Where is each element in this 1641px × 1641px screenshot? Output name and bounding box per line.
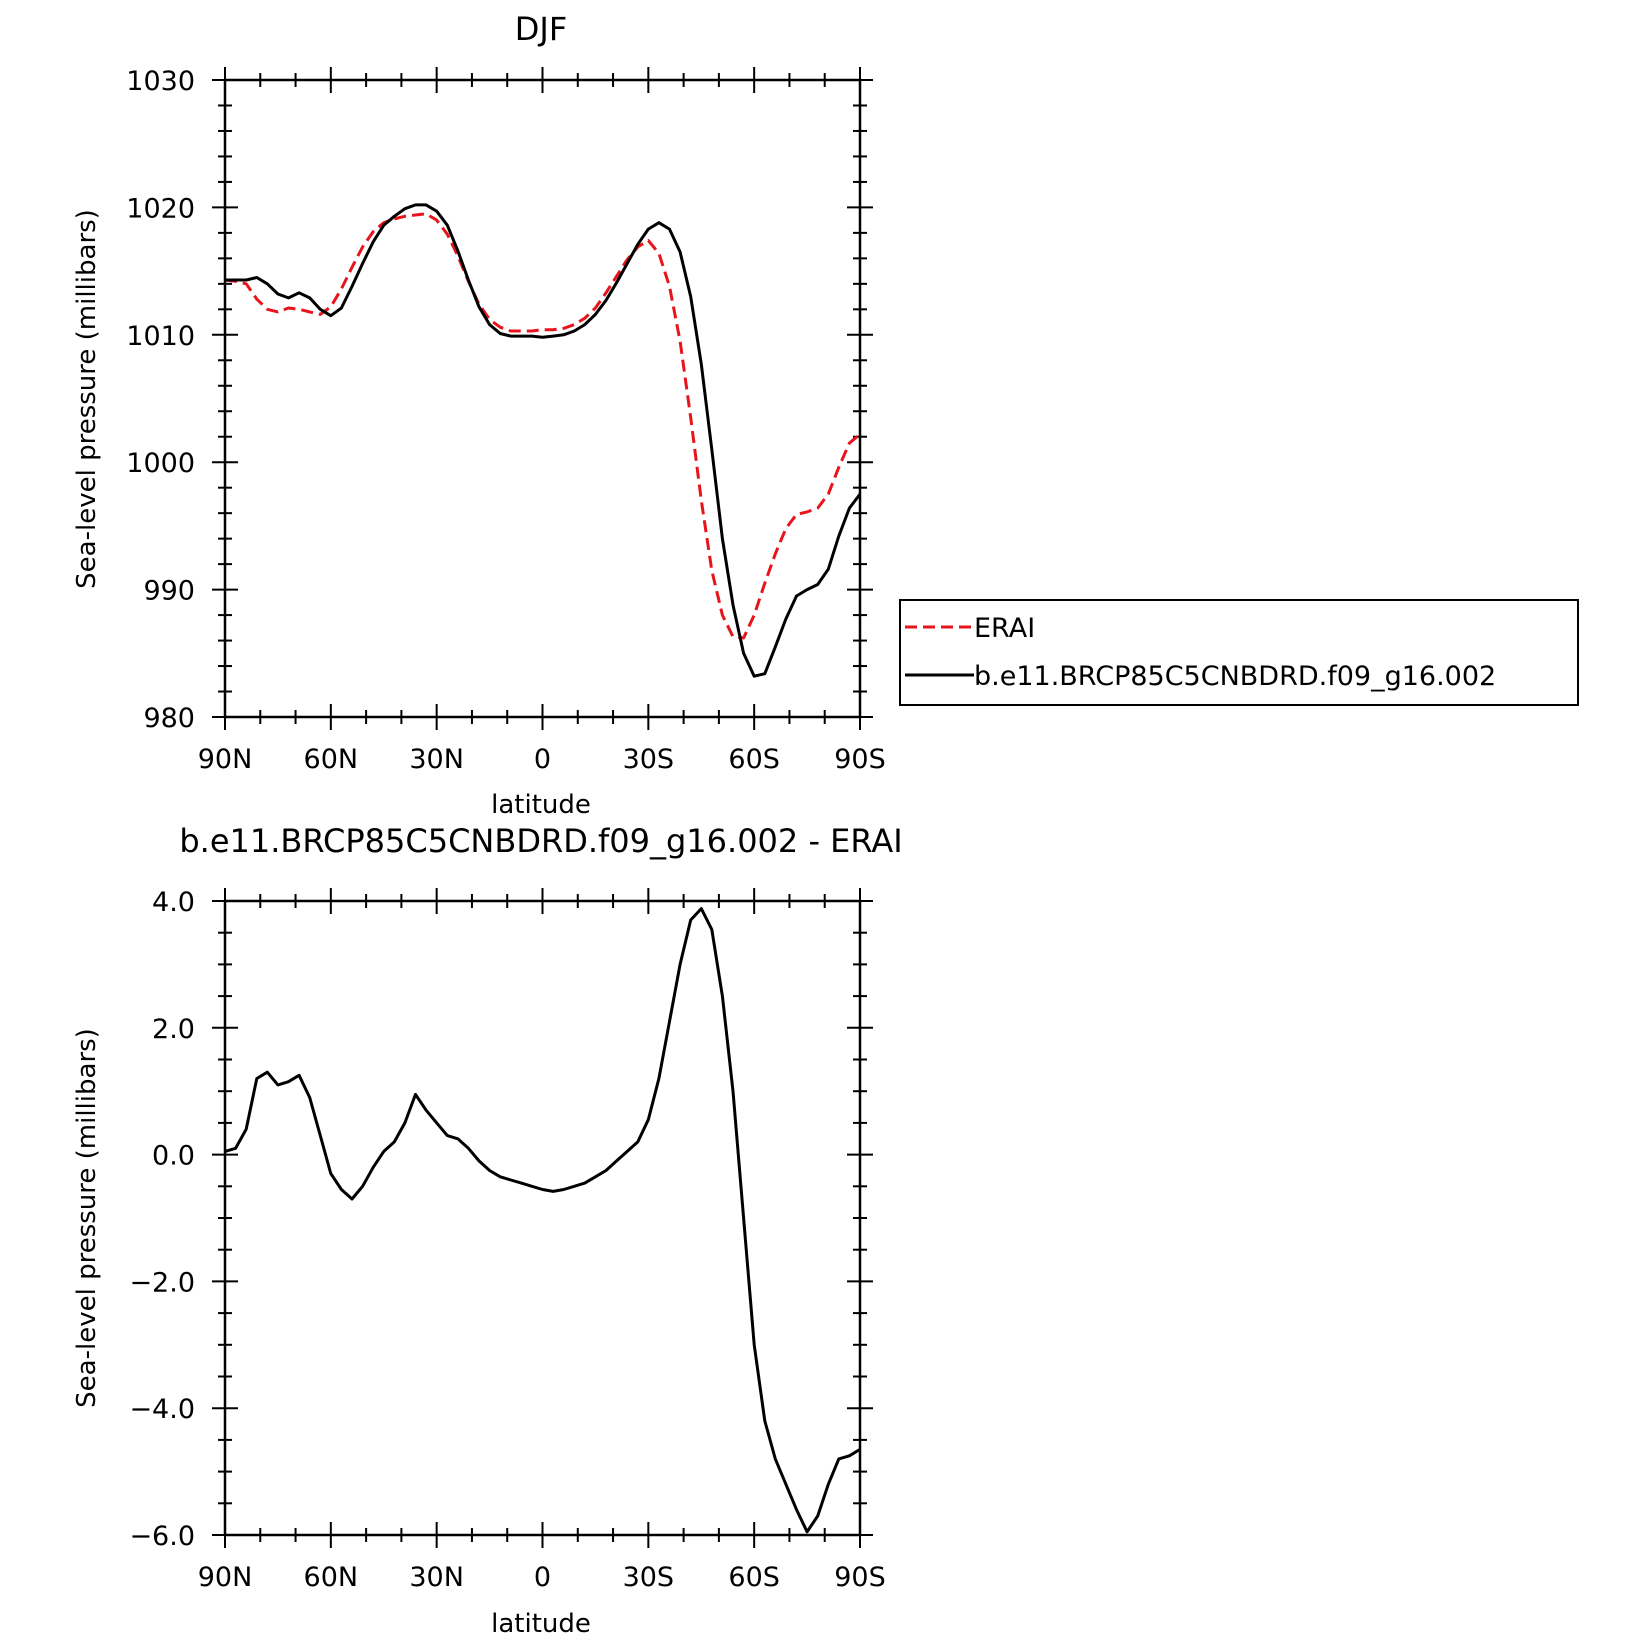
- plot-frame: [223, 899, 862, 1537]
- plot-frame: [223, 78, 862, 719]
- series-line-erai: [224, 212, 861, 640]
- y-tick-label: −6.0: [129, 1521, 195, 1552]
- x-tick-label: 30S: [623, 1562, 675, 1593]
- x-tick-label: 30N: [409, 744, 464, 775]
- tick-labels: 90N 60N 30N 0 30S 60S 90S −6.0 −4.0 −2.0 0.0 2.0 4.0: [129, 887, 885, 1593]
- panel-djf: DJF Sea-level pressure (millibars) latit…: [72, 10, 1579, 820]
- panel-difference: b.e11.BRCP85C5CNBDRD.f09_g16.002 - ERAI …: [72, 822, 903, 1639]
- x-tick-label: 90N: [198, 1562, 253, 1593]
- x-tick-label: 90S: [834, 1562, 886, 1593]
- legend-label-model: b.e11.BRCP85C5CNBDRD.f09_g16.002: [974, 661, 1496, 692]
- y-axis-title: Sea-level pressure (millibars): [72, 209, 102, 589]
- x-tick-label: 90S: [834, 744, 886, 775]
- x-tick-label: 60N: [304, 744, 359, 775]
- y-tick-label: 990: [143, 576, 195, 607]
- series-line-model: [225, 203, 862, 678]
- y-tick-label: −4.0: [129, 1394, 195, 1425]
- x-tick-label: 60S: [728, 1562, 780, 1593]
- y-tick-label: 2.0: [152, 1014, 195, 1045]
- chart-title: DJF: [515, 10, 567, 48]
- y-tick-label: 980: [143, 703, 195, 734]
- y-tick-label: −2.0: [129, 1267, 195, 1298]
- legend: ERAI b.e11.BRCP85C5CNBDRD.f09_g16.002: [899, 599, 1579, 706]
- y-tick-label: 1000: [126, 448, 195, 479]
- x-axis-title: latitude: [491, 790, 591, 820]
- y-tick-label: 0.0: [152, 1141, 195, 1172]
- x-tick-label: 60N: [304, 1562, 359, 1593]
- y-tick-label: 1030: [126, 66, 195, 97]
- series-lines: [224, 907, 861, 1534]
- series-lines: [224, 203, 862, 678]
- y-axis-title: Sea-level pressure (millibars): [72, 1028, 102, 1408]
- tick-labels: 90N 60N 30N 0 30S 60S 90S 980 990 1000 1010 1020 103…: [126, 66, 885, 775]
- y-tick-label: 4.0: [152, 887, 195, 918]
- x-tick-label: 0: [534, 744, 551, 775]
- x-tick-label: 30S: [623, 744, 675, 775]
- y-tick-label: 1020: [126, 193, 195, 224]
- legend-box: [899, 599, 1579, 706]
- chart-title: b.e11.BRCP85C5CNBDRD.f09_g16.002 - ERAI: [179, 822, 902, 860]
- x-tick-label: 30N: [409, 1562, 464, 1593]
- series-line-difference: [224, 907, 861, 1534]
- legend-label-erai: ERAI: [974, 613, 1035, 644]
- x-tick-label: 90N: [198, 744, 253, 775]
- x-axis-title: latitude: [491, 1609, 591, 1639]
- x-tick-label: 0: [534, 1562, 551, 1593]
- axis-ticks: [212, 67, 873, 730]
- x-tick-label: 60S: [728, 744, 780, 775]
- y-tick-label: 1010: [126, 321, 195, 352]
